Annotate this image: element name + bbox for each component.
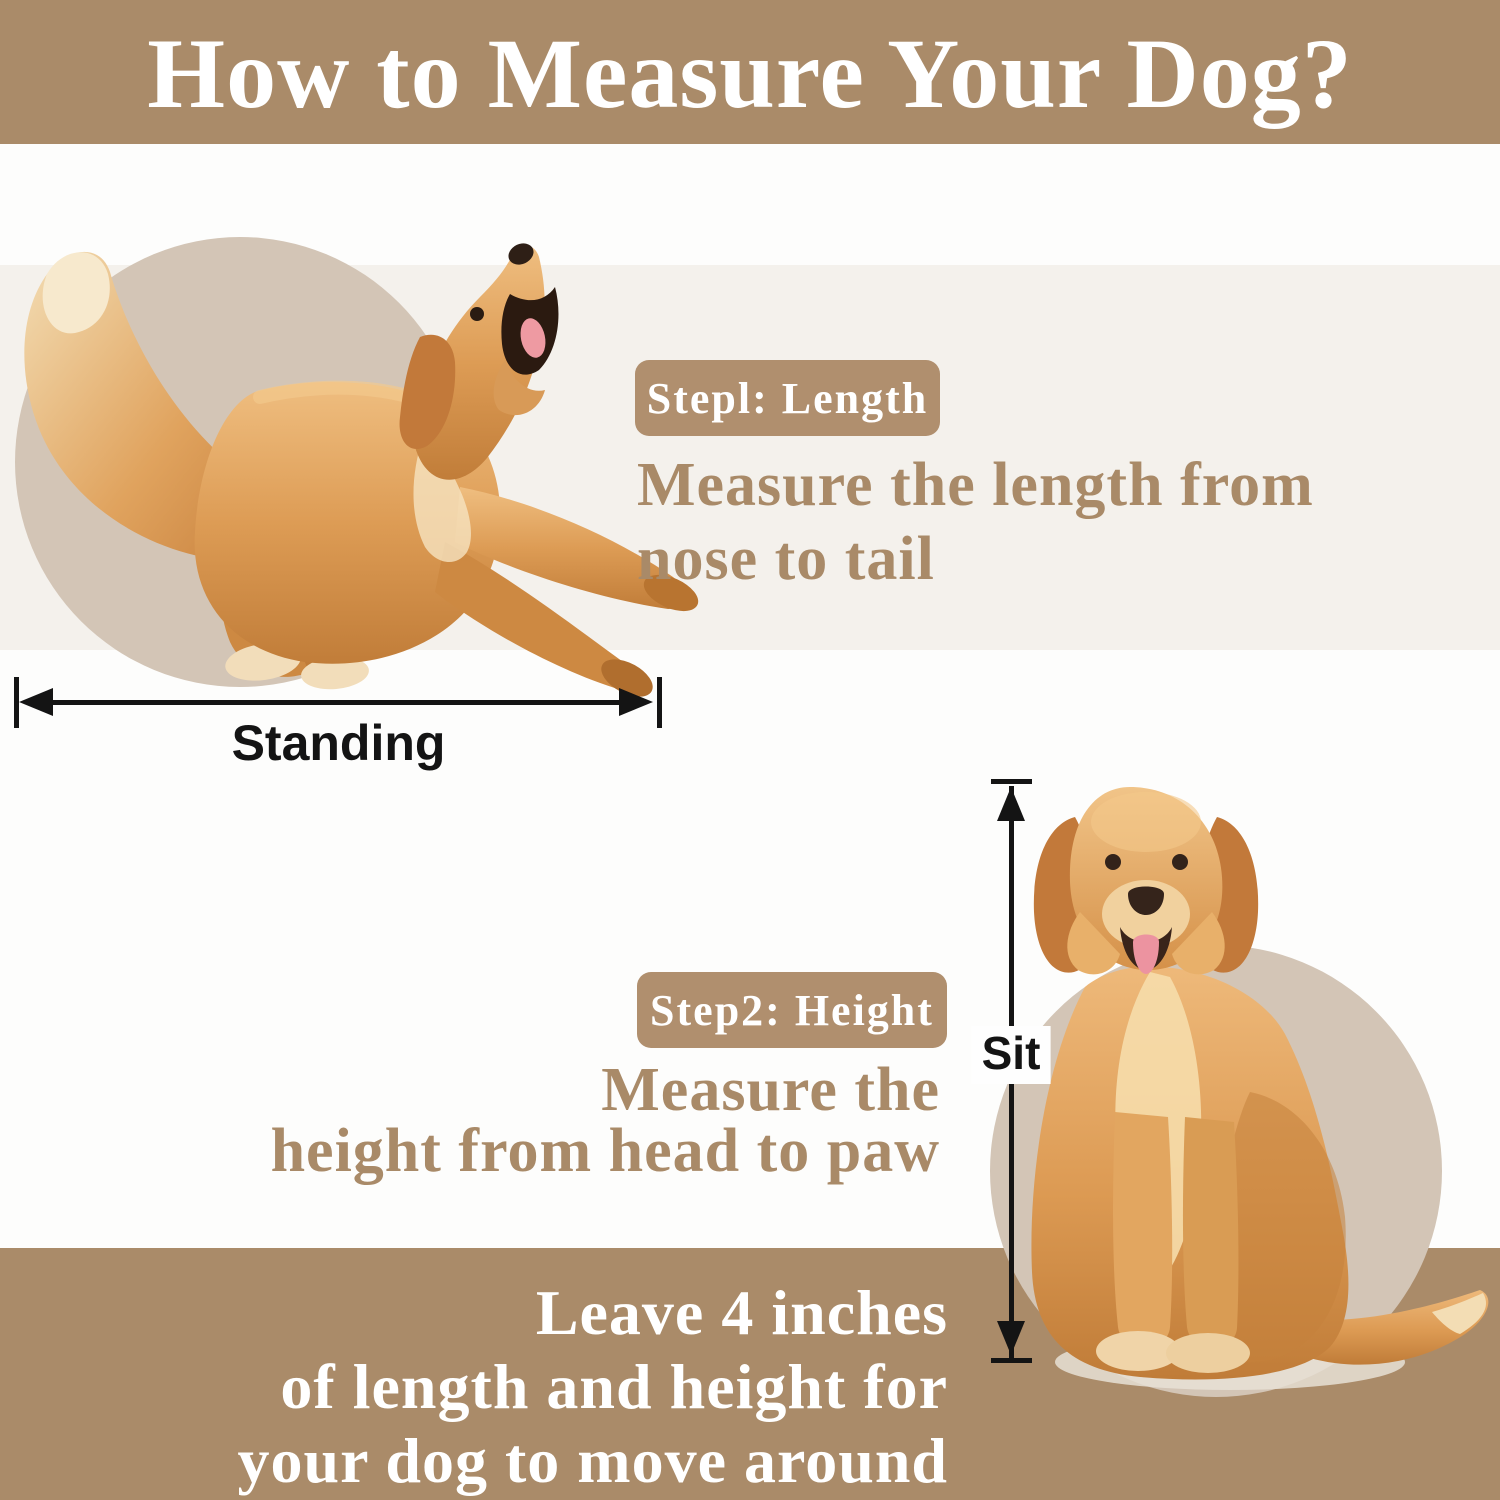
sitting-dog-illustration xyxy=(1031,787,1489,1390)
footer-note-line2: of length and height for xyxy=(280,1351,948,1422)
step2-description: Measure the height from head to paw xyxy=(270,1056,940,1185)
step1-description-line1: Measure the length from xyxy=(637,451,1314,519)
height-arrow-top-tick xyxy=(991,779,1032,784)
height-arrow-down-head-icon xyxy=(997,1321,1025,1355)
standing-dog-illustration xyxy=(24,243,699,697)
step2-description-line1: Measure the xyxy=(601,1056,940,1124)
page-title: How to Measure Your Dog? xyxy=(147,18,1353,129)
footer-note: Leave 4 inches of length and height for … xyxy=(238,1276,949,1498)
length-arrow-right-tick xyxy=(657,677,662,728)
length-arrow-right-head-icon xyxy=(619,688,653,716)
step1-description-line2: nose to tail xyxy=(637,525,935,593)
footer-note-line3: your dog to move around xyxy=(237,1425,948,1496)
length-arrow-line xyxy=(30,700,631,705)
sit-pose-label: Sit xyxy=(971,1026,1051,1084)
step2-height-badge: Step2: Height xyxy=(637,972,947,1048)
step1-description: Measure the length from nose to tail xyxy=(637,448,1314,596)
step2-description-line2: height from head to paw xyxy=(270,1117,940,1185)
length-arrow-left-tick xyxy=(14,677,19,728)
standing-pose-label: Standing xyxy=(231,715,446,771)
length-arrow-left-head-icon xyxy=(19,688,53,716)
height-arrow-bottom-tick xyxy=(991,1358,1032,1363)
standing-dog-ear xyxy=(399,334,456,450)
step1-length-badge: Stepl: Length xyxy=(635,360,940,436)
top-banner xyxy=(0,0,1500,144)
height-arrow-up-head-icon xyxy=(997,787,1025,821)
footer-note-line1: Leave 4 inches xyxy=(535,1277,948,1348)
